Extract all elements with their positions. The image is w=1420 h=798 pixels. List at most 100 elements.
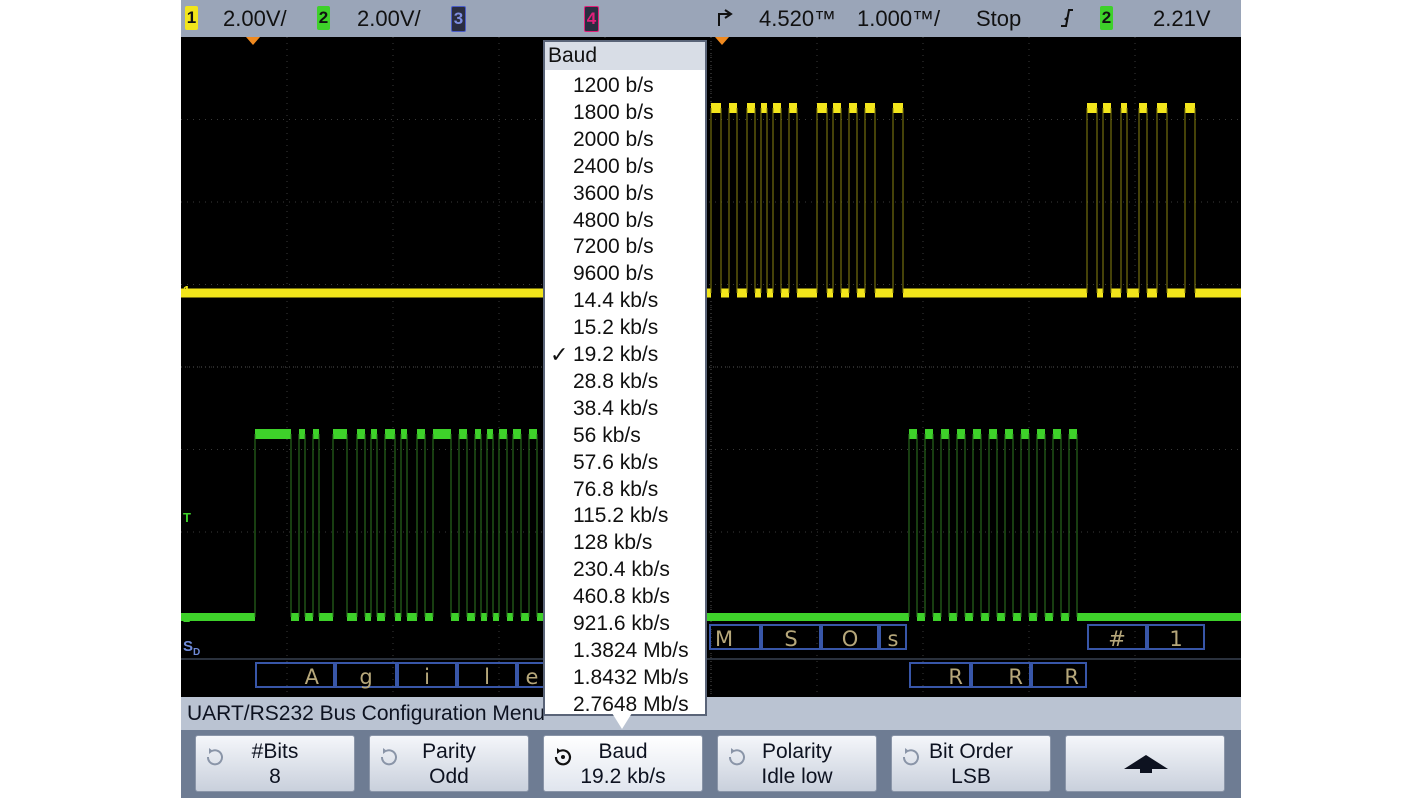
baud-option[interactable]: 2000 b/s [545, 126, 705, 153]
decode-byte: g [335, 662, 397, 689]
ch3-indicator[interactable]: 3 [451, 6, 466, 32]
up-arrow-icon [1124, 755, 1168, 773]
trigger-level[interactable]: 2.21V [1153, 6, 1211, 31]
baud-option-label: 115.2 kb/s [573, 504, 669, 528]
baud-option[interactable]: 4800 b/s [545, 207, 705, 234]
baud-option-label: 3600 b/s [573, 181, 654, 205]
ch1-scale[interactable]: 2.00V/ [223, 6, 287, 31]
trigger-position[interactable]: 4.520™ [759, 6, 837, 31]
baud-option[interactable]: 3600 b/s [545, 180, 705, 207]
baud-option-label: 14.4 kb/s [573, 289, 659, 313]
ch1-indicator[interactable]: 1 [185, 6, 198, 30]
decode-byte: S [761, 624, 821, 651]
baud-option[interactable]: 1800 b/s [545, 99, 705, 126]
baud-option[interactable]: 1.8432 Mb/s [545, 664, 705, 691]
baud-option-label: 57.6 kb/s [573, 450, 659, 474]
baud-option[interactable]: 1.3824 Mb/s [545, 637, 705, 664]
ch1-ground-marker[interactable]: 1 [183, 283, 191, 298]
baud-option-label: 9600 b/s [573, 262, 654, 286]
decode-byte: # [1087, 624, 1147, 651]
trigger-delay-marker [715, 37, 729, 45]
ch2-ground-marker[interactable]: 2 [183, 610, 191, 625]
baud-option[interactable]: 115.2 kb/s [545, 502, 705, 529]
decode-byte: M [709, 624, 761, 651]
baud-option[interactable]: 28.8 kb/s [545, 368, 705, 395]
bit-order-value: LSB [951, 765, 991, 788]
baud-dropdown[interactable]: Baud 1200 b/s 1800 b/s 2000 b/s 2400 b/s 360… [543, 40, 707, 716]
baud-option[interactable]: 2.7648 Mb/s [545, 691, 705, 718]
baud-label: Baud [598, 740, 648, 763]
checkmark-icon: ✓ [550, 342, 569, 367]
serial-marker-sub: D [193, 647, 201, 658]
decode-byte: O [821, 624, 879, 651]
baud-option-label: 76.8 kb/s [573, 477, 659, 501]
baud-option-label: 1200 b/s [573, 74, 654, 97]
baud-dropdown-title: Baud [545, 42, 705, 70]
trigger-position-icon [715, 4, 735, 41]
serial-marker-label: S [183, 638, 194, 655]
baud-option[interactable]: 230.4 kb/s [545, 556, 705, 583]
ch4-indicator[interactable]: 4 [584, 6, 599, 32]
bits-softkey[interactable]: #Bits 8 [195, 735, 355, 792]
baud-option[interactable]: 7200 b/s [545, 233, 705, 260]
baud-option[interactable]: 38.4 kb/s [545, 395, 705, 422]
baud-option[interactable]: 921.6 kb/s [545, 610, 705, 637]
parity-softkey[interactable]: Parity Odd [369, 735, 529, 792]
decode-byte: i [397, 662, 457, 689]
baud-option[interactable]: ✓ 19.2 kb/s [545, 341, 705, 368]
graticule-area: 1 T 2 SD M S O s # 1 A g i l e R R R [181, 37, 1241, 697]
oscilloscope-screen: 1 2.00V/ 2 2.00V/ 3 4 4.520™ 1.000™/ Sto… [181, 0, 1241, 798]
decode-byte: R [1031, 662, 1087, 689]
baud-option-label: 2000 b/s [573, 127, 654, 151]
baud-option[interactable]: 2400 b/s [545, 153, 705, 180]
baud-softkey[interactable]: Baud 19.2 kb/s [543, 735, 703, 792]
trigger-level-marker[interactable]: T [183, 510, 191, 525]
rotary-knob-icon [206, 748, 223, 766]
rising-edge-icon [1059, 4, 1075, 43]
baud-option[interactable]: 1200 b/s [545, 72, 705, 99]
baud-option-label: 128 kb/s [573, 531, 653, 555]
dropdown-pointer [612, 713, 632, 729]
baud-option[interactable]: 56 kb/s [545, 422, 705, 449]
baud-option[interactable]: 76.8 kb/s [545, 476, 705, 503]
bit-order-label: Bit Order [928, 740, 1014, 763]
baud-option[interactable]: 128 kb/s [545, 529, 705, 556]
baud-option[interactable]: 9600 b/s [545, 260, 705, 287]
trigger-time-marker [246, 37, 260, 45]
ch1-waveform [181, 103, 1241, 298]
baud-option-label: 1800 b/s [573, 100, 654, 124]
waveform-display [181, 37, 1241, 697]
ch2-scale[interactable]: 2.00V/ [357, 6, 421, 31]
decode-byte: l [457, 662, 517, 689]
polarity-value: Idle low [761, 765, 833, 788]
decode-byte: s [879, 624, 907, 651]
rotary-knob-icon [902, 748, 919, 766]
baud-option-label: 230.4 kb/s [573, 558, 670, 582]
trigger-channel-indicator[interactable]: 2 [1100, 6, 1113, 30]
ch2-waveform [181, 429, 1241, 621]
menu-up-softkey[interactable] [1065, 735, 1225, 792]
serial-decode-marker[interactable]: SD [183, 638, 201, 660]
bit-order-softkey[interactable]: Bit Order LSB [891, 735, 1051, 792]
baud-option[interactable]: 15.2 kb/s [545, 314, 705, 341]
ch2-indicator[interactable]: 2 [317, 6, 330, 30]
baud-option-label: 19.2 kb/s [573, 343, 659, 366]
softkey-bar: #Bits 8 Parity Odd Baud 19.2 kb/s Polari… [181, 730, 1241, 798]
baud-option[interactable]: 57.6 kb/s [545, 449, 705, 476]
baud-option-label: 921.6 kb/s [573, 612, 670, 635]
polarity-label: Polarity [761, 740, 833, 763]
decode-byte: R [909, 662, 971, 689]
polarity-softkey[interactable]: Polarity Idle low [717, 735, 877, 792]
decode-byte: R [971, 662, 1031, 689]
run-state[interactable]: Stop [976, 6, 1022, 31]
baud-option-label: 2400 b/s [573, 154, 654, 178]
timebase[interactable]: 1.000™/ [857, 6, 941, 31]
decode-byte: A [255, 662, 335, 689]
baud-option[interactable]: 460.8 kb/s [545, 583, 705, 610]
baud-option[interactable]: 14.4 kb/s [545, 287, 705, 314]
bits-value: 8 [269, 765, 281, 788]
baud-option-label: 460.8 kb/s [573, 585, 670, 609]
menu-title: UART/RS232 Bus Configuration Menu [181, 697, 1241, 730]
baud-option-label: 1.8432 Mb/s [573, 665, 689, 689]
status-bar: 1 2.00V/ 2 2.00V/ 3 4 4.520™ 1.000™/ Sto… [181, 0, 1241, 37]
